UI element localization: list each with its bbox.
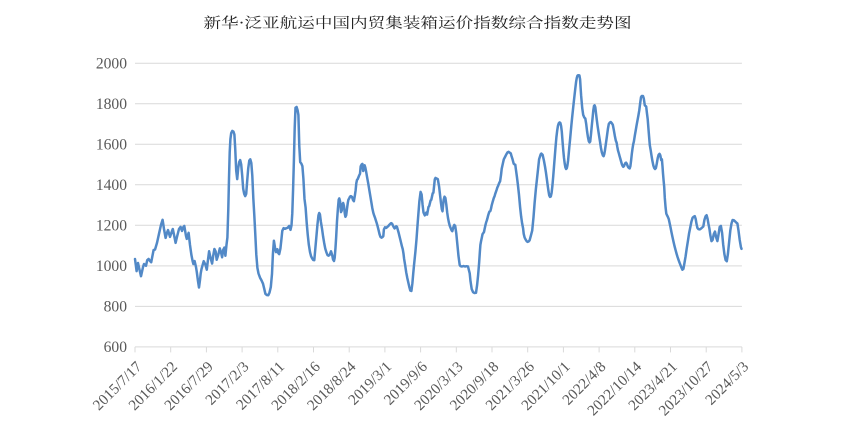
svg-text:1800: 1800 xyxy=(96,96,127,113)
svg-text:600: 600 xyxy=(104,339,128,356)
svg-text:1600: 1600 xyxy=(96,137,127,154)
svg-text:2000: 2000 xyxy=(96,56,127,73)
svg-text:1400: 1400 xyxy=(96,177,127,194)
svg-text:1000: 1000 xyxy=(96,258,127,275)
svg-text:800: 800 xyxy=(104,299,128,316)
svg-text:1200: 1200 xyxy=(96,218,127,235)
